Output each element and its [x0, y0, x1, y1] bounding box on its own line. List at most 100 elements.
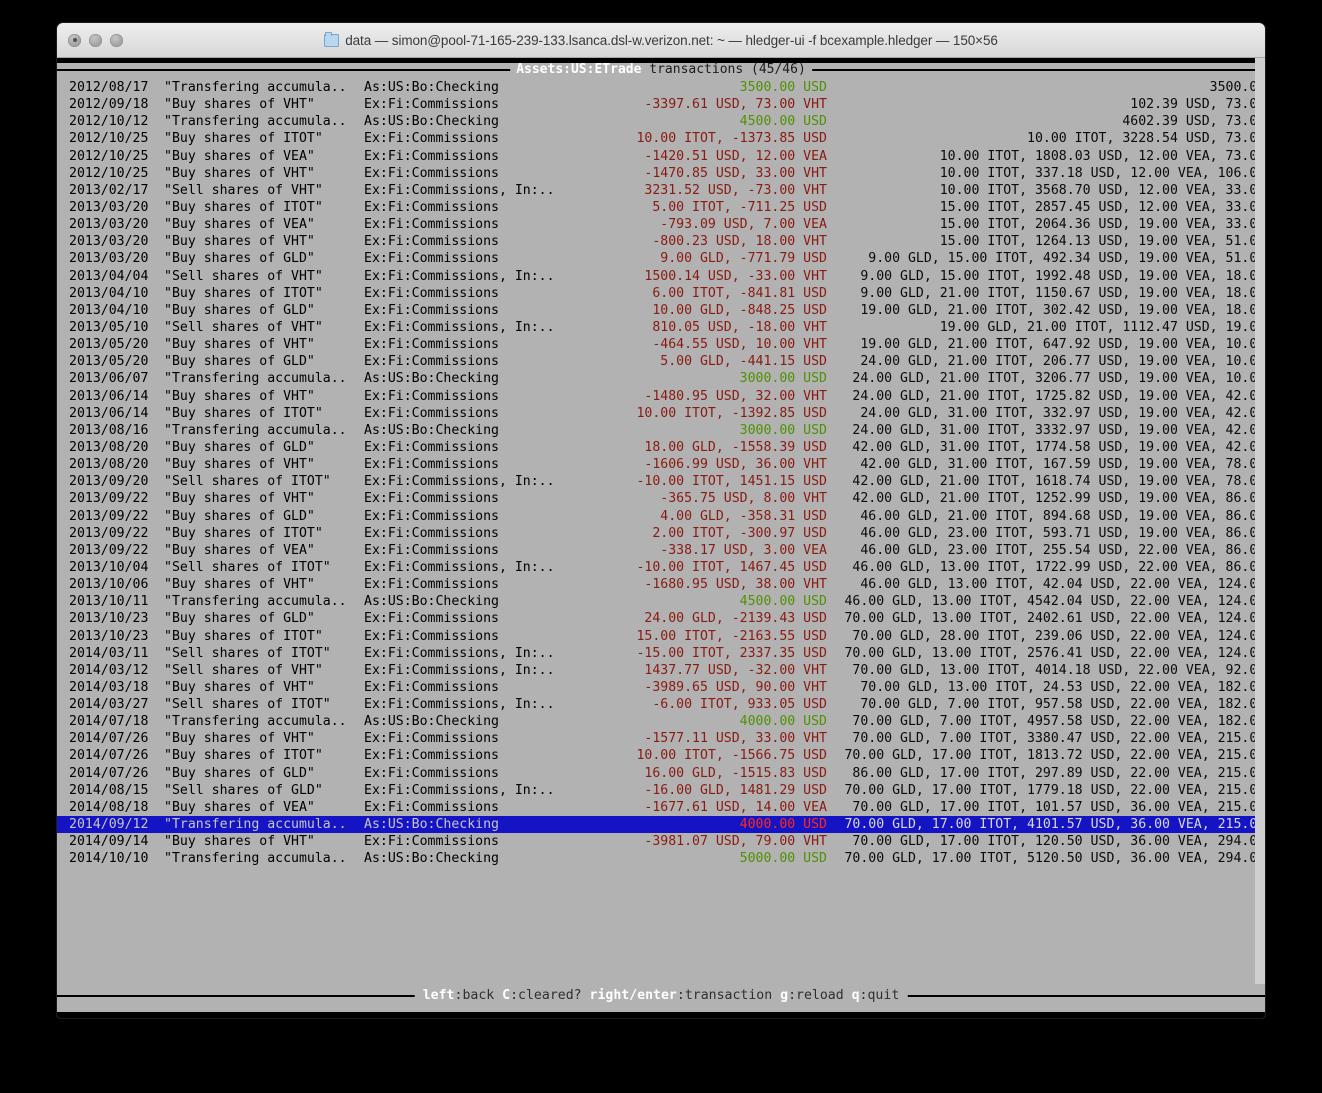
header-label: Assets:US:ETrade transactions (45/46)	[510, 63, 812, 77]
terminal-window: data — simon@pool-71-165-239-133.lsanca.…	[57, 23, 1265, 1018]
table-row[interactable]: 2013/05/20 "Buy shares of GLD" Ex:Fi:Commi…	[57, 353, 1265, 370]
table-row[interactable]: 2013/04/10 "Buy shares of ITOT" Ex:Fi:Comm…	[57, 285, 1265, 302]
table-row[interactable]: 2013/03/20 "Buy shares of VEA" Ex:Fi:Commi…	[57, 216, 1265, 233]
row-date: 2013/04/10	[69, 302, 149, 318]
row-amount: 3500.00 USD	[739, 80, 827, 95]
table-row[interactable]: 2014/10/10 "Transfering accumula.. As:US:B…	[57, 850, 1265, 867]
row-amount: 6.00 ITOT, -841.81 USD	[652, 285, 827, 301]
table-row[interactable]: 2013/04/04 "Sell shares of VHT" Ex:Fi:Comm…	[57, 268, 1265, 285]
table-row[interactable]: 2013/08/16 "Transfering accumula.. As:US:B…	[57, 422, 1265, 439]
table-row[interactable]: 2014/03/18 "Buy shares of VHT" Ex:Fi:Commi…	[57, 679, 1265, 696]
table-row[interactable]: 2014/03/12 "Sell shares of VHT" Ex:Fi:Comm…	[57, 662, 1265, 679]
keybinding-separator	[844, 988, 852, 1003]
keybinding-key[interactable]: g	[780, 988, 789, 1003]
row-date: 2014/07/26	[69, 765, 149, 781]
keybinding-key[interactable]: left	[422, 988, 455, 1003]
table-row[interactable]: 2013/06/07 "Transfering accumula.. As:US:B…	[57, 370, 1265, 387]
table-row[interactable]: 2013/03/20 "Buy shares of ITOT" Ex:Fi:Comm…	[57, 199, 1265, 216]
table-row[interactable]: 2013/09/22 "Buy shares of VHT" Ex:Fi:Commi…	[57, 490, 1265, 507]
close-button[interactable]	[68, 33, 81, 47]
table-row[interactable]: 2012/10/25 "Buy shares of ITOT" Ex:Fi:Comm…	[57, 130, 1265, 147]
keybinding-label: :cleared?	[510, 988, 582, 1003]
table-row[interactable]: 2013/05/20 "Buy shares of VHT" Ex:Fi:Commi…	[57, 336, 1265, 353]
row-amount: -1480.95 USD, 32.00 VHT	[644, 388, 827, 404]
table-row[interactable]: 2012/10/25 "Buy shares of VEA" Ex:Fi:Commi…	[57, 148, 1265, 165]
row-date: 2013/06/07	[69, 371, 149, 387]
row-amount: 4.00 GLD, -358.31 USD	[660, 508, 827, 524]
table-row[interactable]: 2014/03/27 "Sell shares of ITOT" Ex:Fi:Com…	[57, 696, 1265, 713]
keybinding-help: left:back C:cleared? right/enter:transac…	[414, 986, 908, 1006]
window-controls[interactable]	[68, 23, 123, 57]
row-description: "Buy shares of GLD"	[164, 302, 315, 318]
table-row[interactable]: 2013/08/20 "Buy shares of VHT" Ex:Fi:Commi…	[57, 456, 1265, 473]
table-row[interactable]: 2012/10/25 "Buy shares of VHT" Ex:Fi:Commi…	[57, 165, 1265, 182]
row-account: Ex:Fi:Commissions	[364, 542, 499, 558]
row-balance: 42.00 GLD, 21.00 ITOT, 1618.74 USD, 19.0…	[852, 474, 1265, 490]
table-row[interactable]: 2013/05/10 "Sell shares of VHT" Ex:Fi:Comm…	[57, 319, 1265, 336]
table-row[interactable]: 2013/02/17 "Sell shares of VHT" Ex:Fi:Comm…	[57, 182, 1265, 199]
row-amount: -800.23 USD, 18.00 VHT	[652, 234, 827, 250]
table-row[interactable]: 2013/08/20 "Buy shares of GLD" Ex:Fi:Commi…	[57, 439, 1265, 456]
table-row[interactable]: 2013/03/20 "Buy shares of GLD" Ex:Fi:Commi…	[57, 250, 1265, 267]
table-row[interactable]: 2014/07/26 "Buy shares of ITOT" Ex:Fi:Comm…	[57, 747, 1265, 764]
table-row[interactable]: 2013/06/14 "Buy shares of ITOT" Ex:Fi:Comm…	[57, 405, 1265, 422]
row-amount: -1577.11 USD, 33.00 VHT	[644, 731, 827, 747]
table-row[interactable]: 2013/10/23 "Buy shares of GLD" Ex:Fi:Commi…	[57, 610, 1265, 627]
table-row[interactable]: 2013/09/20 "Sell shares of ITOT" Ex:Fi:Com…	[57, 473, 1265, 490]
transactions-table[interactable]: 2012/08/17 "Transfering accumula.. As:US:B…	[57, 77, 1265, 867]
table-row[interactable]: 2014/09/14 "Buy shares of VHT" Ex:Fi:Commi…	[57, 833, 1265, 850]
row-date: 2013/08/20	[69, 439, 149, 455]
minimize-button[interactable]	[89, 33, 102, 47]
table-row[interactable]: 2013/06/14 "Buy shares of VHT" Ex:Fi:Commi…	[57, 388, 1265, 405]
table-row[interactable]: 2013/10/23 "Buy shares of ITOT" Ex:Fi:Comm…	[57, 628, 1265, 645]
table-row[interactable]: 2013/09/22 "Buy shares of ITOT" Ex:Fi:Comm…	[57, 525, 1265, 542]
row-balance: 24.00 GLD, 21.00 ITOT, 206.77 USD, 19.00…	[860, 354, 1265, 370]
row-amount: -3397.61 USD, 73.00 VHT	[644, 97, 827, 113]
table-row[interactable]: 2013/10/06 "Buy shares of VHT" Ex:Fi:Commi…	[57, 576, 1265, 593]
row-account: As:US:Bo:Checking	[364, 422, 499, 438]
table-row[interactable]: 2013/09/22 "Buy shares of GLD" Ex:Fi:Commi…	[57, 508, 1265, 525]
table-row[interactable]: 2013/09/22 "Buy shares of VEA" Ex:Fi:Commi…	[57, 542, 1265, 559]
row-date: 2013/03/20	[69, 199, 149, 215]
keybinding-key[interactable]: right/enter	[589, 988, 677, 1003]
table-row[interactable]: 2012/09/18 "Buy shares of VHT" Ex:Fi:Commi…	[57, 96, 1265, 113]
row-balance: 70.00 GLD, 7.00 ITOT, 3380.47 USD, 22.00…	[852, 731, 1265, 747]
row-account: Ex:Fi:Commissions	[364, 611, 499, 627]
window-titlebar[interactable]: data — simon@pool-71-165-239-133.lsanca.…	[57, 23, 1265, 58]
row-description: "Buy shares of VEA"	[164, 217, 315, 233]
row-account: Ex:Fi:Commissions	[364, 731, 499, 747]
keybinding-key[interactable]: q	[851, 988, 860, 1003]
table-row[interactable]: 2014/08/15 "Sell shares of GLD" Ex:Fi:Comm…	[57, 782, 1265, 799]
table-row[interactable]: 2014/08/18 "Buy shares of VEA" Ex:Fi:Commi…	[57, 799, 1265, 816]
table-row[interactable]: 2014/07/18 "Transfering accumula.. As:US:B…	[57, 713, 1265, 730]
row-balance: 70.00 GLD, 7.00 ITOT, 957.58 USD, 22.00 …	[860, 697, 1265, 713]
row-amount: 4000.00 USD	[739, 817, 827, 833]
row-balance: 70.00 GLD, 13.00 ITOT, 2402.61 USD, 22.0…	[844, 611, 1265, 627]
zoom-button[interactable]	[110, 33, 123, 47]
row-account: Ex:Fi:Commissions	[364, 251, 499, 267]
row-description: "Sell shares of VHT"	[164, 268, 323, 284]
row-amount: 1437.77 USD, -32.00 VHT	[644, 662, 827, 678]
table-row[interactable]: 2012/10/12 "Transfering accumula.. As:US:B…	[57, 113, 1265, 130]
row-amount: -16.00 GLD, 1481.29 USD	[644, 782, 827, 798]
table-row[interactable]: 2013/10/04 "Sell shares of ITOT" Ex:Fi:Com…	[57, 559, 1265, 576]
row-account: Ex:Fi:Commissions	[364, 457, 499, 473]
table-row[interactable]: 2014/03/11 "Sell shares of ITOT" Ex:Fi:Com…	[57, 645, 1265, 662]
table-row[interactable]: 2012/08/17 "Transfering accumula.. As:US:B…	[57, 79, 1265, 96]
table-row[interactable]: 2013/04/10 "Buy shares of GLD" Ex:Fi:Commi…	[57, 302, 1265, 319]
table-row[interactable]: 2013/03/20 "Buy shares of VHT" Ex:Fi:Commi…	[57, 233, 1265, 250]
row-balance: 10.00 ITOT, 3568.70 USD, 12.00 VEA, 33.0…	[939, 182, 1265, 198]
scrollbar-gutter[interactable]	[1255, 58, 1265, 984]
row-account: Ex:Fi:Commissions, In:..	[364, 662, 555, 678]
table-row[interactable]: 2014/09/12 "Transfering accumula.. As:US:B…	[57, 816, 1265, 834]
row-description: "Sell shares of VHT"	[164, 319, 323, 335]
row-description: "Buy shares of VHT"	[164, 491, 315, 507]
row-date: 2013/03/20	[69, 217, 149, 233]
row-date: 2013/08/20	[69, 457, 149, 473]
row-description: "Transfering accumula..	[164, 817, 347, 833]
table-row[interactable]: 2014/07/26 "Buy shares of GLD" Ex:Fi:Commi…	[57, 765, 1265, 782]
table-row[interactable]: 2013/10/11 "Transfering accumula.. As:US:B…	[57, 593, 1265, 610]
keybinding-key[interactable]: C	[502, 988, 511, 1003]
table-row[interactable]: 2014/07/26 "Buy shares of VHT" Ex:Fi:Commi…	[57, 730, 1265, 747]
row-balance: 46.00 GLD, 21.00 ITOT, 894.68 USD, 19.00…	[860, 508, 1265, 524]
